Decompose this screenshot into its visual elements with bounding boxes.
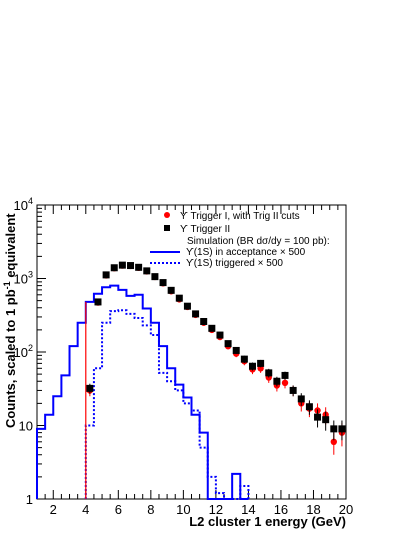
data-point-trig2	[281, 371, 289, 379]
data-point-trig2	[265, 369, 273, 377]
data-point-trig1	[281, 379, 289, 387]
data-point-trig2	[297, 395, 305, 403]
x-tick-label: 4	[82, 502, 89, 517]
x-tick-label: 20	[339, 502, 353, 517]
data-point-trig2	[289, 386, 297, 394]
y-tick-label: 1	[26, 492, 33, 507]
y-tick-label: 10	[19, 419, 33, 434]
data-point-trig2	[183, 302, 191, 310]
data-point-trig2	[338, 425, 346, 433]
data-point-trig2	[257, 359, 265, 367]
data-point-trig2	[208, 324, 216, 332]
y-axis-label: Counts, scaled to 1 pb-1 equivalent	[2, 213, 18, 428]
data-point-trig2	[224, 340, 232, 348]
x-tick-label: 2	[50, 502, 57, 517]
legend-label-triggered: ϒ(1S) triggered × 500	[186, 258, 283, 269]
legend-label-trig1: ϒ Trigger I, with Trig II cuts	[180, 211, 300, 222]
legend-label-trig2: ϒ Trigger II	[180, 224, 230, 235]
x-tick-label: 14	[241, 502, 255, 517]
histogram-trg	[84, 309, 250, 500]
y-tick-label: 104	[14, 196, 33, 213]
data-point-trig2	[216, 331, 224, 339]
data-points-layer	[86, 261, 346, 455]
data-point-trig2	[192, 310, 200, 318]
histogram-acc	[36, 284, 249, 500]
data-point-trig2	[175, 294, 183, 302]
x-tick-label: 8	[147, 502, 154, 517]
data-point-trig2	[167, 286, 175, 294]
data-point-trig2	[240, 355, 248, 363]
data-point-trig2	[159, 279, 167, 287]
x-tick-label: 6	[115, 502, 122, 517]
x-axis: 2 4 6 8 10 12 14 16 18 20	[36, 205, 353, 517]
data-point-trig2	[143, 267, 151, 275]
data-point-trig2	[118, 261, 126, 269]
x-tick-label: 12	[209, 502, 223, 517]
data-point-trig2	[273, 377, 281, 385]
x-tick-label: 16	[274, 502, 288, 517]
histogram-layer	[36, 284, 250, 500]
data-point-trig2	[94, 298, 102, 306]
data-point-trig2	[86, 384, 94, 392]
data-point-trig2	[232, 346, 240, 354]
data-point-trig2	[330, 425, 338, 433]
data-point-trig2	[305, 403, 313, 411]
data-point-trig2	[135, 263, 143, 271]
x-axis-label: L2 cluster 1 energy (GeV)	[189, 514, 346, 529]
data-point-trig2	[322, 416, 330, 424]
data-point-trig2	[151, 273, 159, 281]
legend-marker-trig2	[164, 225, 170, 231]
data-point-trig2	[314, 413, 322, 421]
data-point-trig2	[102, 271, 110, 279]
legend-sim-header: Simulation (BR dσ/dy = 100 pb):	[187, 236, 330, 247]
legend-label-acceptance: ϒ(1S) in acceptance × 500	[186, 247, 306, 258]
data-point-trig2	[200, 317, 208, 325]
data-point-trig2	[110, 264, 118, 272]
y-tick-label: 102	[14, 343, 33, 360]
y-axis: 1 10 102 103 104	[14, 196, 46, 507]
legend-marker-trig1	[164, 212, 170, 218]
data-point-trig1	[330, 438, 338, 446]
data-point-trig2	[127, 262, 135, 270]
data-point-trig2	[248, 362, 256, 370]
x-tick-label: 18	[306, 502, 320, 517]
y-tick-label: 103	[14, 270, 33, 287]
x-tick-label: 10	[176, 502, 190, 517]
legend: ϒ Trigger I, with Trig II cuts ϒ Trigger…	[150, 211, 330, 269]
